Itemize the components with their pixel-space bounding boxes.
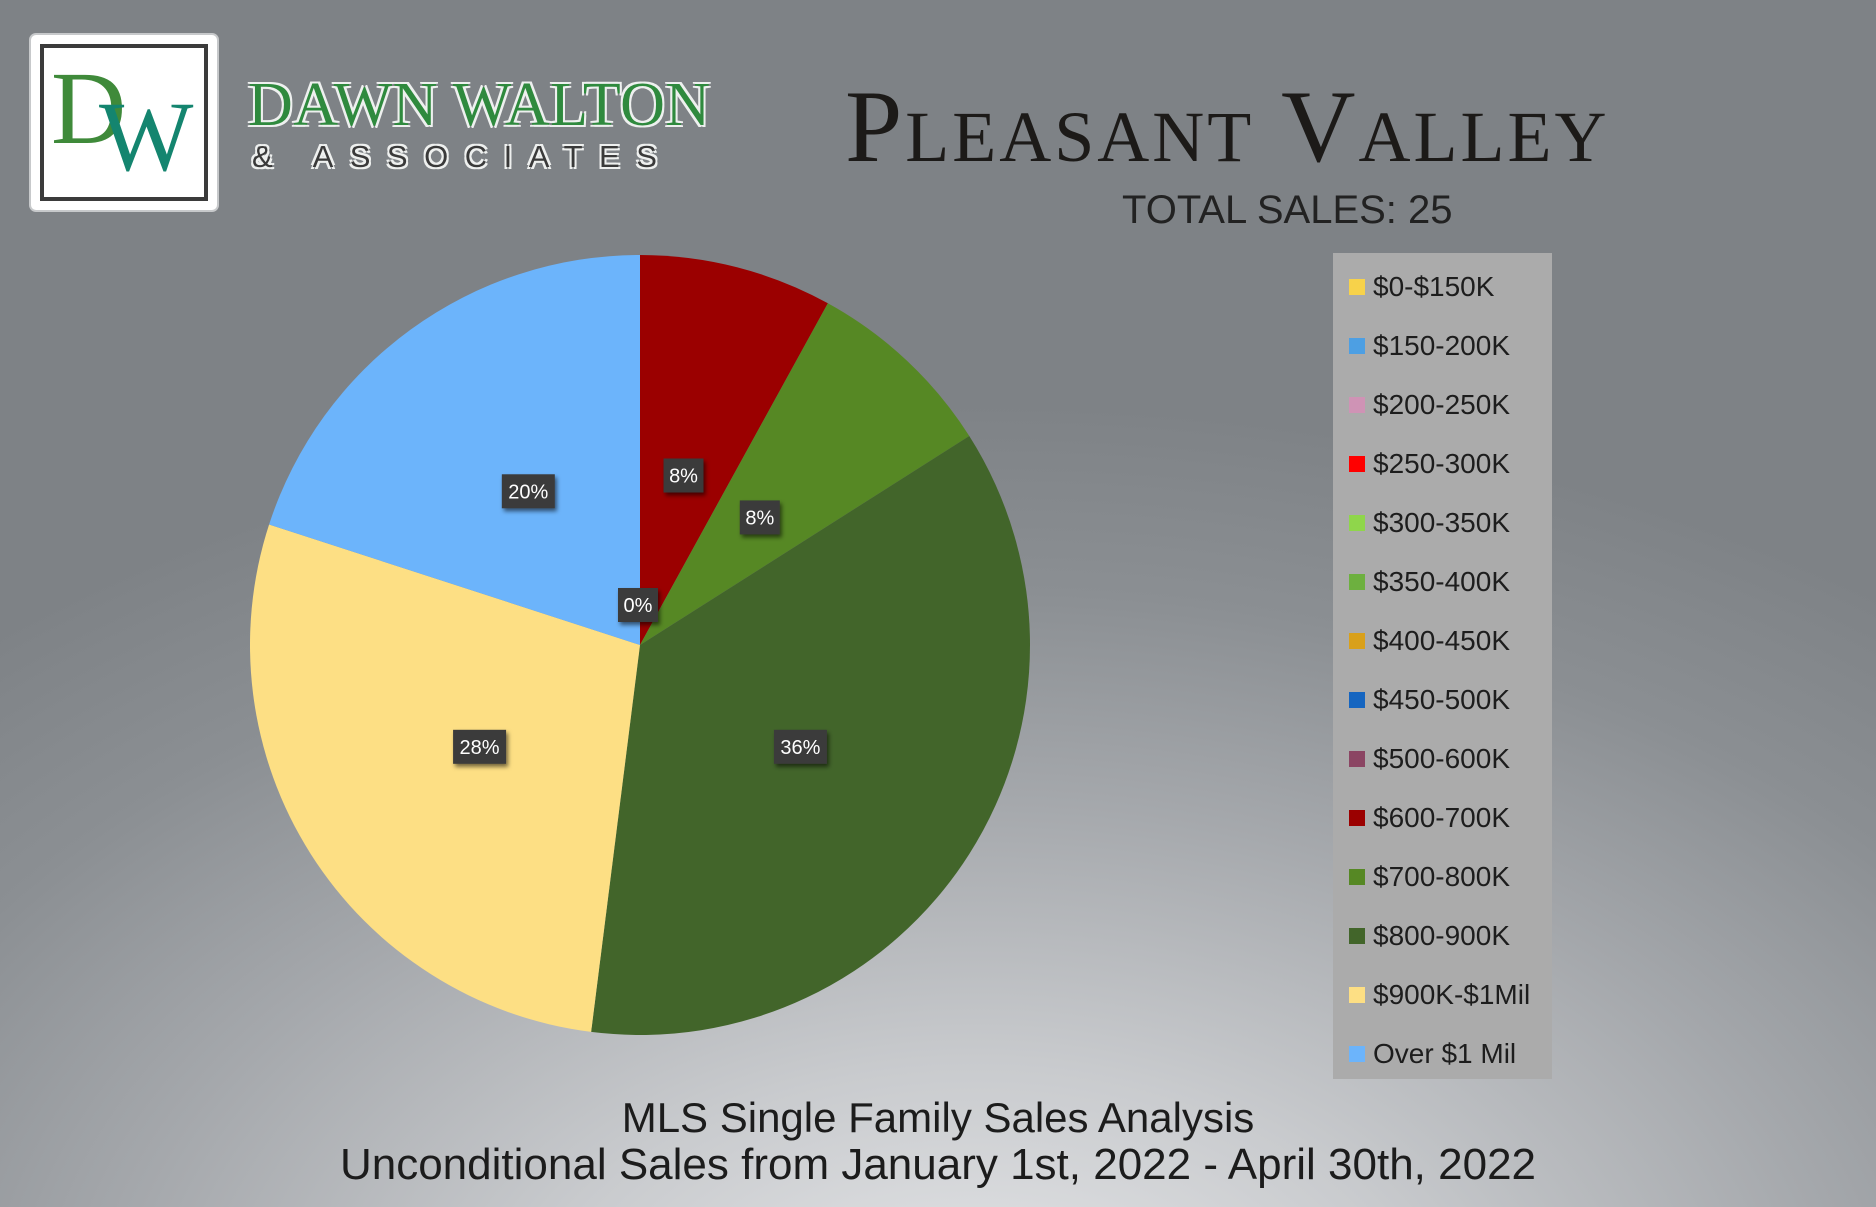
footer-line-1: MLS Single Family Sales Analysis [621,1094,1255,1141]
legend-label: $500-600K [1373,743,1511,774]
legend-swatch [1349,987,1365,1003]
legend-swatch [1349,692,1365,708]
pie-label-text: 8% [745,507,774,529]
pie-slices [250,255,1030,1035]
pie-label-text: 8% [669,465,698,487]
legend-item-800-900k: $800-900K [1349,920,1511,951]
pie-label-text: 0% [624,595,653,617]
pie-label-700-800k: 8% [739,500,780,535]
pie-label-box [453,729,507,764]
legend-label: $350-400K [1373,566,1511,597]
pie-label-text: 20% [508,481,548,503]
brand-name: DAWN WALTON [248,71,711,139]
legend-label: $700-800K [1373,861,1511,892]
legend-item-400-450k: $400-450K [1349,625,1511,656]
legend-swatch [1349,751,1365,767]
pie-slice-over-1-mil [269,255,640,645]
pie-labels: 0% 8% 8% 36% 28% 20% [453,458,827,764]
pie-label-box [739,500,780,535]
legend-swatch [1349,279,1365,295]
legend-item-0-150k: $0-$150K [1349,271,1495,302]
brand: DAWN WALTON & ASSOCIATES [248,70,711,175]
logo-letter-d: D [51,51,127,166]
legend-label: $800-900K [1373,920,1511,951]
legend-item-900k-1mil: $900K-$1Mil [1349,979,1531,1010]
legend-swatch [1349,574,1365,590]
legend-swatch [1349,456,1365,472]
legend-label: $250-300K [1373,448,1511,479]
legend-label: $300-350K [1373,507,1511,538]
legend-swatch [1349,1046,1365,1062]
pie-label-box [773,729,827,764]
pie-slice-700-800k [640,303,970,645]
pie-label-box [618,588,658,622]
pie-label-800-900k: 36% [773,729,827,764]
legend-swatch [1349,928,1365,944]
legend-item-300-350k: $300-350K [1349,507,1511,538]
logo-frame [40,44,208,201]
legend-label: $600-700K [1373,802,1511,833]
legend-item-over-1-mil: Over $1 Mil [1349,1038,1517,1069]
brand-subtitle: & ASSOCIATES [252,139,674,174]
footer-line-2: Unconditional Sales from January 1st, 20… [339,1140,1537,1189]
pie-label-text: 28% [460,737,500,759]
legend-label: $0-$150K [1373,271,1495,302]
legend-item-150-200k: $150-200K [1349,330,1511,361]
legend-swatch [1349,869,1365,885]
legend-swatch [1349,515,1365,531]
legend-swatch [1349,338,1365,354]
legend-item-500-600k: $500-600K [1349,743,1511,774]
legend-swatch [1349,397,1365,413]
legend-item-250-300k: $250-300K [1349,448,1511,479]
pie-label-box [663,458,704,493]
legend-item-350-400k: $350-400K [1349,566,1511,597]
pie-label-600-700k: 8% [663,458,704,493]
pie-label-text: 36% [780,737,820,759]
legend-item-600-700k: $600-700K [1349,802,1511,833]
logo: D W [29,33,219,212]
legend-swatch [1349,633,1365,649]
legend-label: $200-250K [1373,389,1511,420]
pie-label-0-150k: 0% [618,588,658,622]
pie-label-over-1-mil: 20% [501,474,555,509]
pie-slice-600-700k [640,255,828,645]
page-title: Pleasant Valley [845,70,1610,184]
legend-label: Over $1 Mil [1373,1038,1517,1069]
pie-label-box [501,474,555,509]
legend-item-200-250k: $200-250K [1349,389,1511,420]
legend-label: $400-450K [1373,625,1511,656]
legend-swatch [1349,810,1365,826]
legend-item-450-500k: $450-500K [1349,684,1511,715]
pie-label-900k-1mil: 28% [453,729,507,764]
pie-chart: 0% 8% 8% 36% 28% 20% [250,255,1030,1035]
legend: $0-$150K $150-200K $200-250K $250-300K $300-… [1333,253,1552,1079]
legend-item-700-800k: $700-800K [1349,861,1511,892]
legend-label: $900K-$1Mil [1373,979,1531,1010]
pie-slice-900k-1mil [250,524,640,1032]
legend-label: $450-500K [1373,684,1511,715]
total-sales: TOTAL SALES: 25 [1122,188,1453,232]
legend-label: $150-200K [1373,330,1511,361]
logo-letter-w: W [99,81,194,192]
